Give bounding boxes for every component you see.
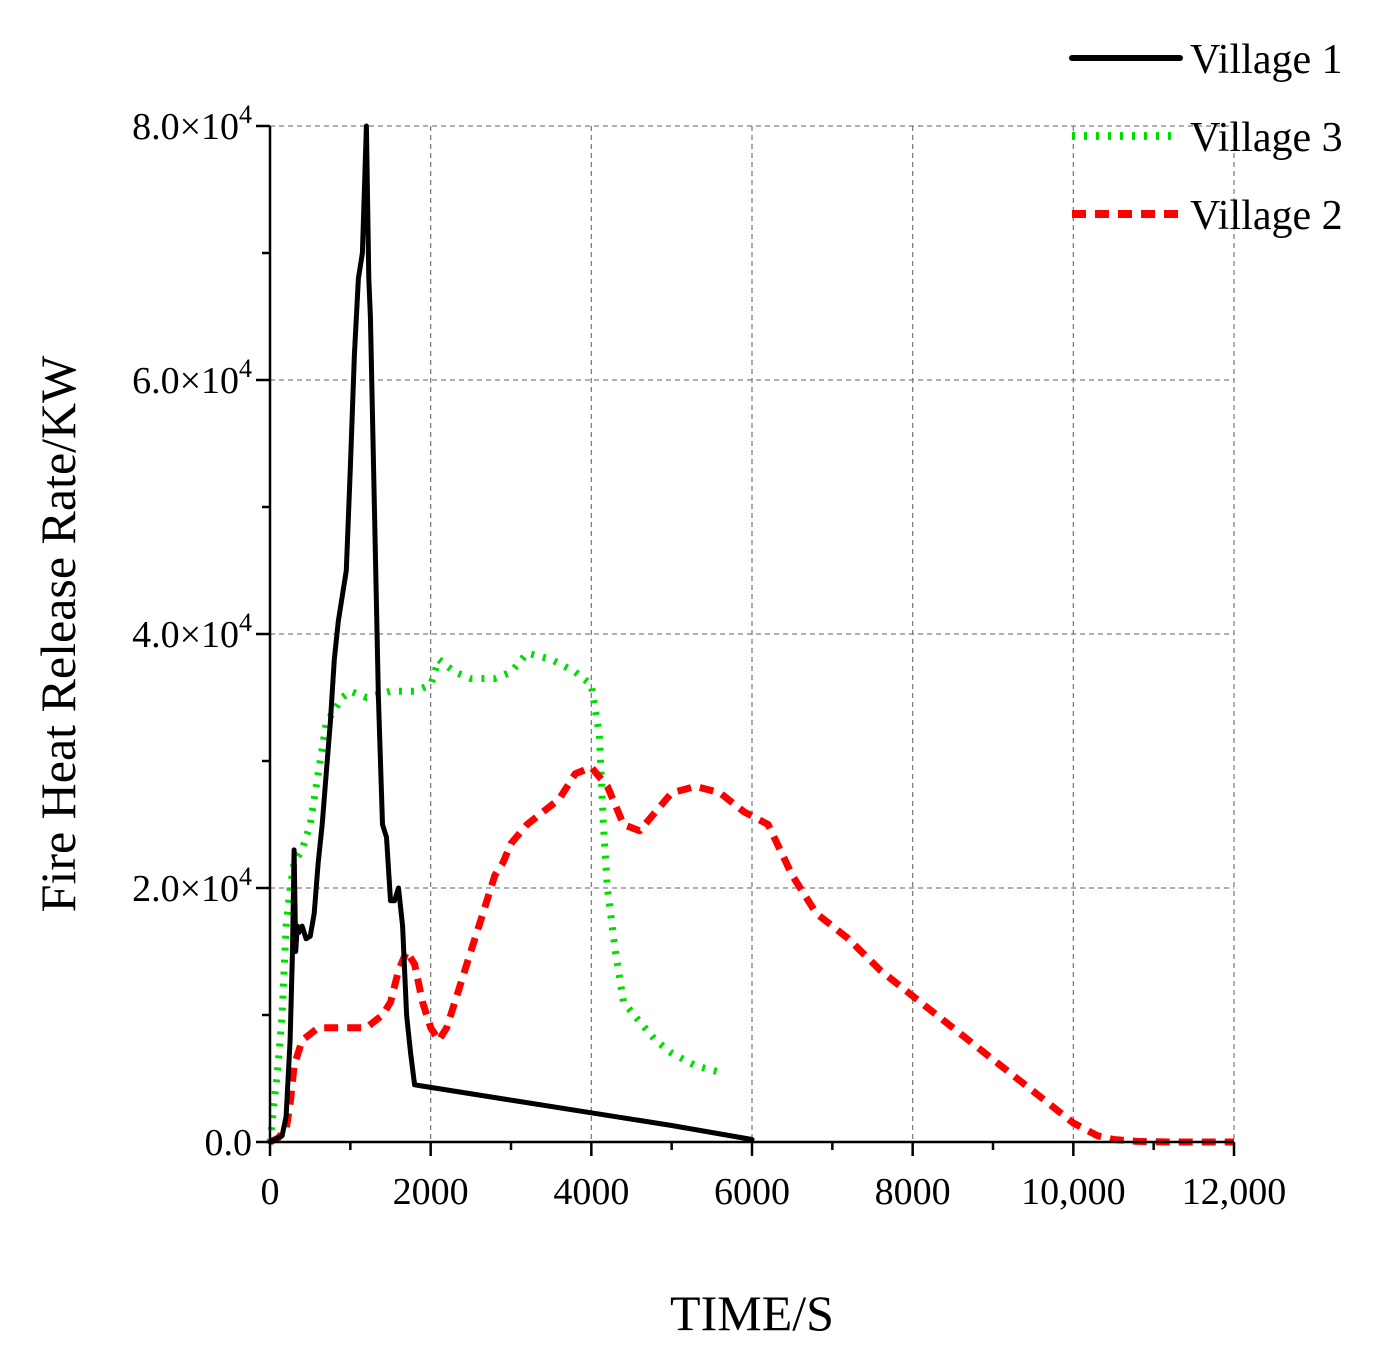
y-tick-label: 8.0×104 [132,100,252,148]
x-tick-label: 8000 [875,1171,951,1213]
x-axis-title: TIME/S [670,1285,834,1341]
series-village-1-line [267,123,755,1145]
legend: Village 1 Village 3 Village 2 [1069,37,1343,239]
x-tick-label: 0 [261,1171,280,1213]
x-tick-label: 2000 [393,1171,469,1213]
y-axis-title: Fire Heat Release Rate/KW [30,355,86,913]
series-village-3-line [266,649,721,1143]
series-village-2-line [268,763,1234,1146]
series-layer [266,123,1234,1146]
x-tick-label: 12,000 [1182,1171,1287,1213]
y-tick-label: 0.0 [205,1122,253,1164]
grid-layer [270,125,1235,1142]
legend-label-village-3: Village 3 [1190,115,1343,161]
x-tick-label: 10,000 [1021,1171,1126,1213]
x-tick-label: 6000 [714,1171,790,1213]
legend-label-village-1: Village 1 [1190,37,1343,83]
y-tick-label: 2.0×104 [132,862,252,910]
y-tick-label: 4.0×104 [132,608,252,656]
legend-label-village-2: Village 2 [1190,193,1343,239]
tick-layer: 0 2000 4000 6000 8000 10,000 12,000 0.0 2.0×104 4… [132,100,1286,1213]
x-tick-label: 4000 [553,1171,629,1213]
y-tick-label: 6.0×104 [132,354,252,402]
